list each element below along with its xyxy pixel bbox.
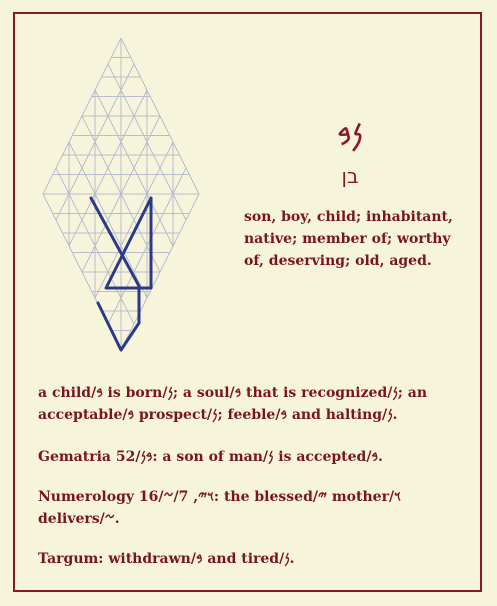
targum-paragraph: Targum: withdrawn/𐤁 and tired/𐤍. (38, 551, 295, 567)
paleo-hebrew-word: 𐤍𐤁 (337, 118, 363, 153)
meaning-paragraph: a child/𐤁 is born/𐤍; a soul/𐤁 that is re… (38, 385, 428, 423)
numerology-paragraph: Numerology 16/𐤅𐤉, 7/𐤆: the blessed/𐤉 mot… (38, 489, 401, 527)
paleo-nun-stroke (104, 196, 153, 290)
gematria-paragraph: Gematria 52/𐤁𐤍: a son of man/𐤍 is accept… (38, 449, 383, 465)
page-frame (13, 12, 482, 592)
letter-grid-diagram (42, 38, 200, 352)
word-definition: son, boy, child; inhabitant, native; mem… (244, 209, 453, 269)
paleo-bet-stroke (89, 196, 141, 352)
hebrew-word: בן (341, 164, 359, 188)
